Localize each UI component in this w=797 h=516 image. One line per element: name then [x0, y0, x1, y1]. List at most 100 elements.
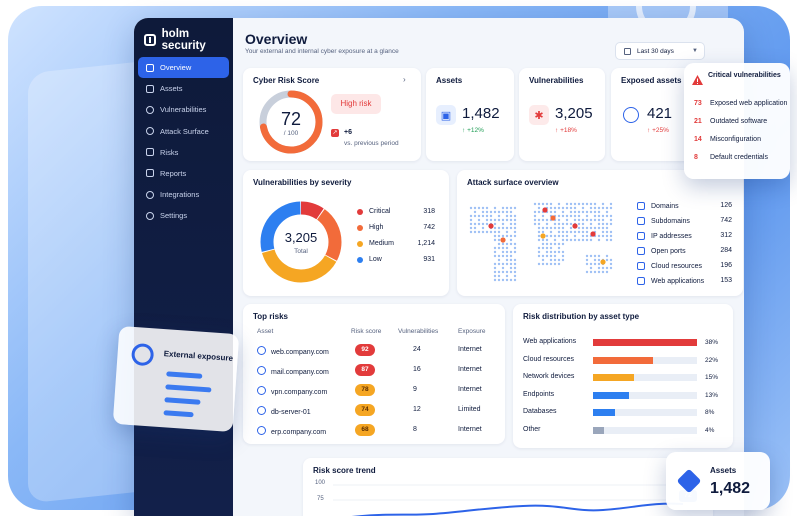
- attack-surface-item[interactable]: Cloud resources: [637, 262, 702, 270]
- chevron-right-icon[interactable]: ›: [403, 75, 406, 84]
- asset-type-icon: [637, 277, 645, 285]
- sidebar-item-integrations[interactable]: Integrations: [138, 184, 229, 205]
- sidebar-item-label: Settings: [160, 211, 188, 221]
- sidebar-item-assets[interactable]: Assets: [138, 78, 229, 99]
- main-content: Overview Your external and internal cybe…: [233, 18, 744, 516]
- critical-item[interactable]: 8 Default credentials: [694, 154, 768, 161]
- map-hotspot[interactable]: [500, 237, 506, 243]
- distribution-label: Network devices: [523, 373, 575, 380]
- attack-surface-item[interactable]: Subdomains: [637, 217, 690, 225]
- target-icon: [146, 127, 154, 136]
- legend-label: Medium: [369, 240, 394, 247]
- table-row-asset[interactable]: mail.company.com: [257, 366, 329, 376]
- date-range-value: Last 30 days: [637, 47, 674, 55]
- distribution-bar: [593, 391, 629, 399]
- globe-icon: [130, 342, 155, 367]
- legend-label: Low: [369, 256, 382, 263]
- sidebar-nav: Overview Assets Vulnerabilities Attack S…: [138, 57, 229, 227]
- table-row-asset[interactable]: vpn.company.com: [257, 386, 327, 396]
- globe-icon: [257, 406, 266, 415]
- sidebar-item-label: Overview: [160, 63, 192, 72]
- map-hotspot[interactable]: [488, 223, 494, 229]
- distribution-bar: [593, 374, 635, 381]
- attack-surface-item[interactable]: Domains: [637, 202, 679, 210]
- map-hotspot[interactable]: [540, 233, 546, 239]
- risk-score-delta: +6: [344, 129, 352, 136]
- vulnerability-count: 16: [413, 366, 421, 373]
- severity-legend-item: Low: [357, 256, 382, 263]
- donut-slice-high: [260, 201, 342, 283]
- card-title: Risk distribution by asset type: [523, 312, 640, 321]
- distribution-bar: [593, 426, 604, 434]
- critical-item[interactable]: 73 Exposed web application: [694, 100, 787, 107]
- map-hotspot[interactable]: [600, 259, 606, 265]
- app-window: holm security Overview Assets Vulnerabil…: [134, 18, 744, 516]
- risk-score-pill: 74: [355, 404, 375, 416]
- asset-type-icon: [637, 232, 645, 240]
- exposure-bar: [165, 384, 212, 393]
- kpi-vulnerabilities-card[interactable]: Vulnerabilities ✱ 3,205 ↑ +18%: [519, 68, 605, 161]
- sidebar-item-vulnerabilities[interactable]: Vulnerabilities: [138, 99, 229, 120]
- page-title: Overview: [245, 31, 308, 47]
- external-exposure-panel[interactable]: External exposure: [112, 325, 240, 433]
- risk-score-gauge: [259, 90, 323, 154]
- logo-icon: [144, 34, 156, 46]
- sidebar-item-label: Risks: [160, 147, 179, 157]
- card-title: Cyber Risk Score: [253, 76, 320, 85]
- critical-vulnerabilities-panel[interactable]: Critical vulnerabilities 73 Exposed web a…: [684, 63, 790, 179]
- calendar-icon: [624, 47, 631, 55]
- sidebar-item-reports[interactable]: Reports: [138, 163, 229, 184]
- exposure-value: Internet: [458, 386, 482, 393]
- sidebar-item-label: Vulnerabilities: [160, 105, 207, 115]
- assets-floating-card[interactable]: Assets 1,482: [666, 452, 770, 510]
- risk-score-pill: 92: [355, 344, 375, 356]
- sidebar-item-settings[interactable]: Settings: [138, 205, 229, 226]
- asset-name: vpn.company.com: [271, 389, 328, 396]
- kpi-assets-card[interactable]: Assets ▣ 1,482 ↑ +12%: [426, 68, 514, 161]
- attack-surface-item[interactable]: IP addresses: [637, 232, 692, 240]
- sidebar-item-label: Integrations: [160, 190, 200, 200]
- attack-surface-item[interactable]: Web applications: [637, 277, 704, 285]
- map-hotspot[interactable]: [542, 207, 548, 213]
- brand-name: holm security: [161, 28, 206, 52]
- critical-label: Default credentials: [710, 154, 768, 161]
- cube-icon: [676, 468, 702, 494]
- legend-dot: [357, 240, 363, 247]
- table-row-asset[interactable]: web.company.com: [257, 346, 329, 356]
- map-hotspot[interactable]: [550, 215, 556, 221]
- logo[interactable]: holm security: [144, 28, 233, 52]
- globe-icon: [257, 426, 266, 435]
- attack-surface-item[interactable]: Open ports: [637, 247, 686, 255]
- sidebar-item-overview[interactable]: Overview: [138, 57, 229, 78]
- column-header-asset: Asset: [257, 328, 274, 335]
- distribution-bar-track: [593, 391, 697, 399]
- sidebar-item-risks[interactable]: Risks: [138, 142, 229, 163]
- map-hotspot[interactable]: [590, 231, 596, 237]
- table-row-asset[interactable]: erp.company.com: [257, 426, 326, 436]
- severity-legend-item: Medium: [357, 240, 394, 247]
- severity-total-label: Total: [294, 248, 308, 255]
- attack-surface-card: Attack surface overview Domains 126 Subdom…: [457, 170, 743, 296]
- sidebar-item-attack-surface[interactable]: Attack Surface: [138, 121, 229, 142]
- exposure-bar: [164, 397, 201, 405]
- risk-score-card[interactable]: Cyber Risk Score › 72 / 100 High risk ↗ …: [243, 68, 421, 161]
- card-title: Vulnerabilities by severity: [253, 178, 352, 187]
- severity-card: Vulnerabilities by severity 3,205 Total …: [243, 170, 449, 296]
- critical-count: 8: [694, 154, 698, 161]
- critical-item[interactable]: 21 Outdated software: [694, 118, 767, 125]
- table-row-asset[interactable]: db-server-01: [257, 406, 311, 416]
- attack-surface-label: Web applications: [651, 277, 705, 285]
- distribution-bar: [593, 409, 615, 416]
- home-icon: [146, 63, 154, 72]
- date-range-select[interactable]: Last 30 days ▼: [615, 42, 705, 60]
- top-risks-card: Top risks Asset Risk score Vulnerabiliti…: [243, 304, 505, 444]
- critical-item[interactable]: 14 Misconfiguration: [694, 136, 761, 143]
- distribution-bar: [593, 339, 697, 346]
- exposure-value: Internet: [458, 346, 482, 353]
- asset-icon: ▣: [436, 105, 456, 125]
- risk-score-max: / 100: [283, 130, 299, 137]
- critical-label: Exposed web application: [710, 100, 788, 107]
- legend-label: Critical: [369, 208, 391, 215]
- map-hotspot[interactable]: [572, 223, 578, 229]
- world-map: [469, 202, 613, 282]
